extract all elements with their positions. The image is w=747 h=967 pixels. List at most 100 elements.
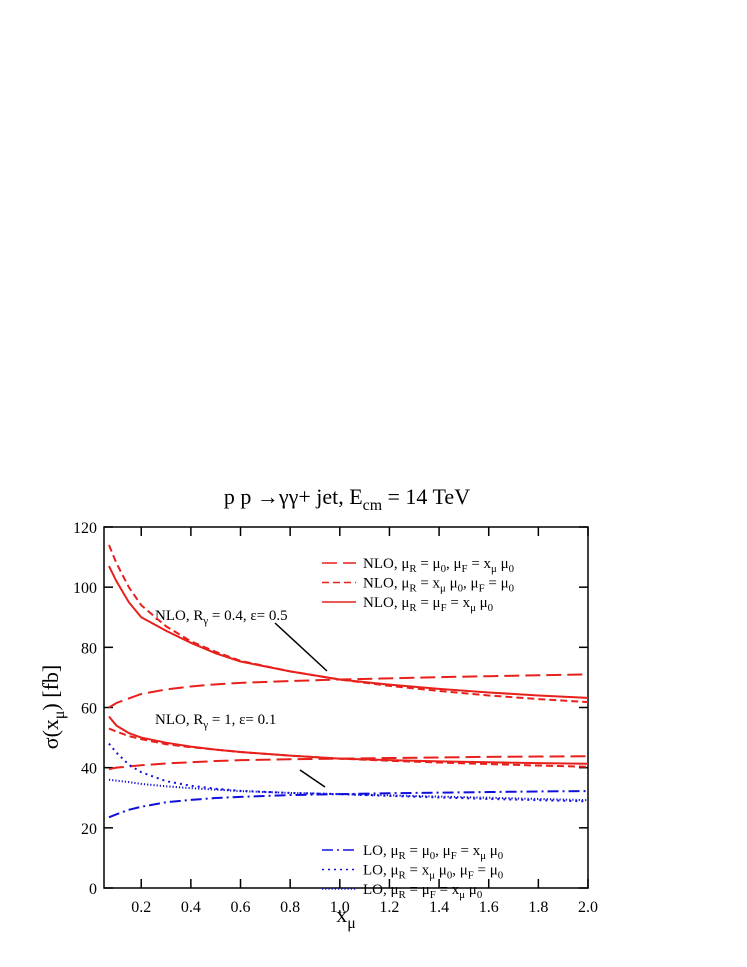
text-segment: = x [417, 576, 441, 592]
text-segment: = x [457, 843, 481, 859]
subscript: F [468, 870, 474, 882]
subscript: 0 [509, 583, 514, 595]
x-tick-label: 0.8 [280, 899, 300, 916]
text-segment: = x [447, 595, 471, 611]
text-segment: NLO, R [155, 712, 203, 728]
x-tick-label: 0.2 [131, 899, 151, 916]
subscript: γ [202, 615, 208, 627]
text-segment: , μ [446, 556, 462, 572]
subscript: F [451, 850, 457, 862]
legend-label: NLO, μR = μ0, μF = xμ μ0 [363, 556, 514, 575]
text-segment: μ [446, 576, 458, 592]
text-segment: p p →γγ+ jet, E [224, 484, 363, 509]
subscript: 0 [498, 850, 503, 862]
subscript: μ [51, 711, 68, 720]
y-tick-label: 0 [89, 881, 97, 898]
text-segment: LO, μ [363, 882, 399, 898]
text-segment: = 14 TeV [382, 484, 470, 509]
text-segment: μ [465, 882, 477, 898]
subscript: 0 [509, 563, 514, 575]
text-segment: = 0.4, ε= 0.5 [208, 608, 287, 624]
x-tick-label: 0.6 [231, 899, 251, 916]
subscript: μ [429, 870, 435, 882]
text-segment: μ [476, 595, 488, 611]
subscript: μ [470, 602, 476, 614]
text-segment: NLO, μ [363, 556, 409, 572]
subscript: R [399, 889, 407, 901]
series-line [108, 565, 589, 699]
x-axis-label: xμ [336, 902, 356, 932]
x-tick-label: 1.4 [429, 899, 449, 916]
x-tick-label: 1.8 [528, 899, 548, 916]
text-segment: = μ [474, 863, 498, 879]
annotation: NLO, Rγ = 0.4, ε= 0.5 [155, 608, 288, 627]
legend-label: LO, μR = xμ μ0, μF = μ0 [363, 863, 503, 882]
x-tick-label: 1.0 [330, 899, 350, 916]
series-line [108, 778, 589, 802]
text-segment: ) [fb] [38, 665, 63, 711]
y-tick-label: 120 [73, 520, 97, 537]
text-segment: = 1, ε= 0.1 [208, 712, 276, 728]
text-segment: = μ [417, 595, 441, 611]
text-segment: μ [435, 863, 447, 879]
text-segment: = x [436, 882, 460, 898]
text-segment: NLO, R [155, 608, 203, 624]
subscript: F [441, 602, 447, 614]
chart-title: p p →γγ+ jet, Ecm = 14 TeV [224, 484, 470, 514]
series-line [108, 673, 589, 709]
text-segment: = x [406, 863, 430, 879]
text-segment: NLO, μ [363, 595, 409, 611]
x-tick-label: 1.6 [479, 899, 499, 916]
subscript: F [462, 563, 468, 575]
subscript: μ [480, 850, 486, 862]
text-segment: μ [486, 843, 498, 859]
text-segment: = μ [417, 556, 441, 572]
plot-frame [103, 526, 589, 889]
subscript: F [479, 583, 485, 595]
text-segment: = x [468, 556, 492, 572]
subscript: 0 [498, 870, 503, 882]
subscript: 0 [441, 563, 446, 575]
subscript: 0 [458, 583, 463, 595]
text-segment: σ(x [38, 719, 63, 749]
subscript: μ [440, 583, 446, 595]
subscript: cm [363, 497, 383, 514]
text-segment: = μ [406, 843, 430, 859]
subscript: 0 [430, 850, 435, 862]
text-segment: , μ [435, 843, 451, 859]
subscript: R [399, 850, 407, 862]
y-tick-label: 20 [81, 821, 97, 838]
text-segment: , μ [463, 576, 479, 592]
subscript: R [409, 563, 417, 575]
series-line [108, 790, 589, 819]
y-axis-label: σ(xμ) [fb] [38, 665, 68, 750]
legend-label: NLO, μR = xμ μ0, μF = μ0 [363, 576, 514, 595]
legend-label: LO, μR = μ0, μF = xμ μ0 [363, 843, 503, 862]
subscript: R [409, 583, 417, 595]
series-line [108, 727, 589, 768]
series-line [108, 755, 589, 771]
legend-label: NLO, μR = μF = xμ μ0 [363, 595, 493, 614]
subscript: γ [202, 719, 208, 731]
text-segment: = μ [406, 882, 430, 898]
subscript: μ [491, 563, 497, 575]
annotation-arrow [299, 769, 326, 788]
subscript: R [409, 602, 417, 614]
text-segment: x [336, 902, 347, 927]
subscript: 0 [477, 889, 482, 901]
subscript: μ [347, 915, 356, 932]
legend-label: LO, μR = μF = xμ μ0 [363, 882, 482, 901]
annotation: NLO, Rγ = 1, ε= 0.1 [155, 712, 276, 731]
subscript: 0 [488, 602, 493, 614]
y-tick-label: 40 [81, 761, 97, 778]
text-segment: LO, μ [363, 843, 399, 859]
subscript: F [430, 889, 436, 901]
subscript: R [399, 870, 407, 882]
text-segment: NLO, μ [363, 576, 409, 592]
subscript: μ [459, 889, 465, 901]
y-tick-label: 60 [81, 701, 97, 718]
y-tick-label: 100 [73, 580, 97, 597]
subscript: 0 [447, 870, 452, 882]
annotation-arrow [274, 622, 328, 672]
